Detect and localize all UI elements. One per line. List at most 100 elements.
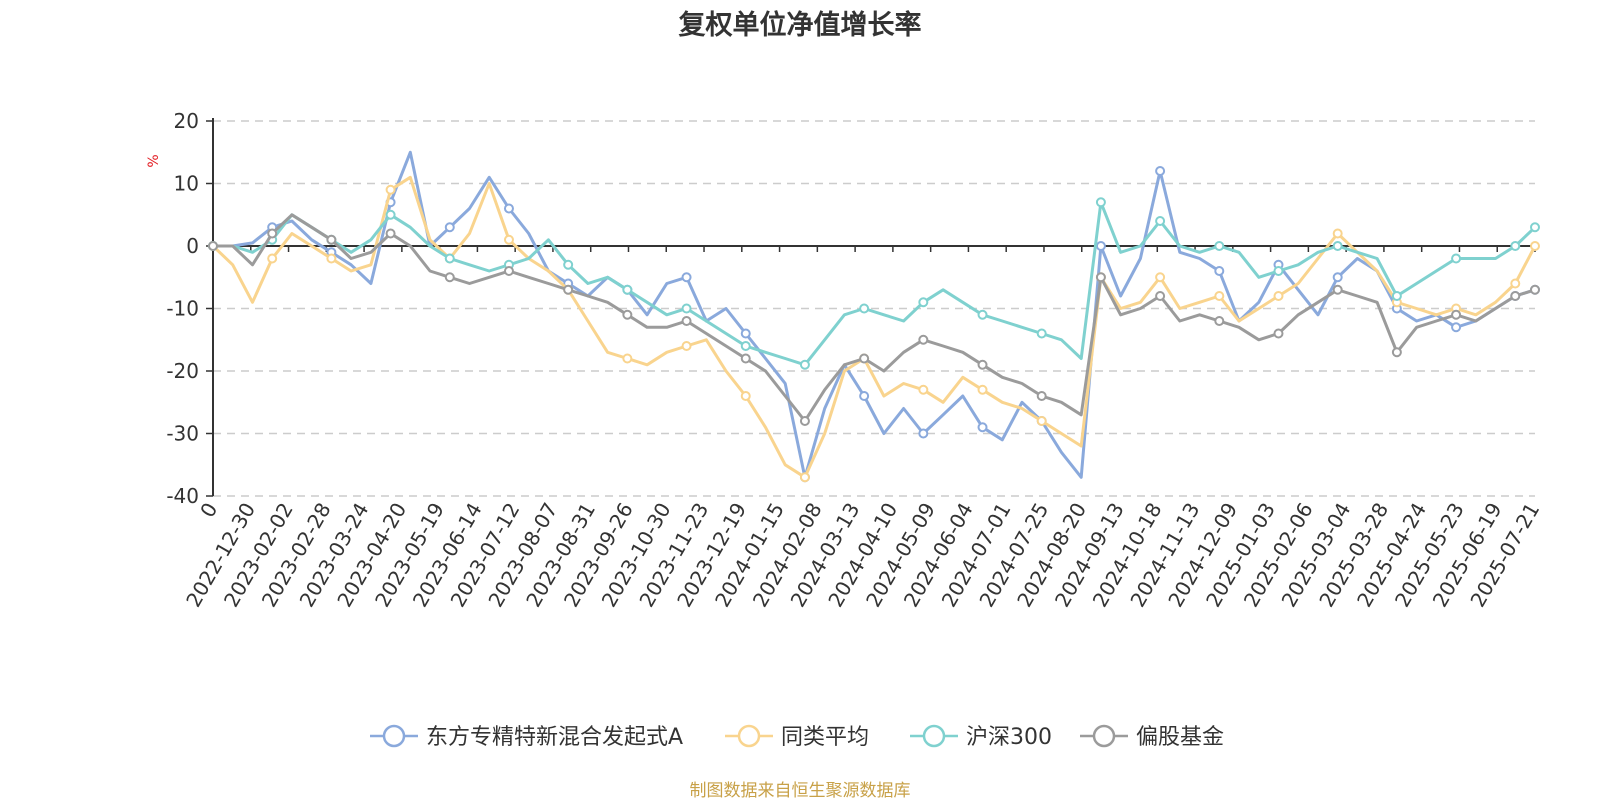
data-point (1095, 241, 1106, 251)
data-point (1155, 166, 1166, 176)
data-point (1214, 291, 1225, 301)
y-tick-label: -10 (166, 297, 199, 321)
legend-label: 沪深300 (966, 725, 1052, 750)
data-point (681, 303, 692, 314)
data-point (1391, 347, 1402, 358)
data-point (1155, 291, 1166, 301)
data-point (799, 359, 810, 370)
data-point (681, 341, 692, 351)
data-point (859, 303, 870, 314)
data-point (503, 234, 514, 245)
y-tick-label: 20 (174, 109, 199, 133)
data-point (1451, 322, 1462, 333)
data-point (1095, 272, 1106, 283)
data-point (859, 391, 870, 401)
data-point (1036, 391, 1047, 401)
data-point (977, 309, 988, 320)
data-point (740, 391, 751, 401)
y-tick-label: -30 (166, 422, 199, 446)
data-point (1510, 241, 1521, 251)
data-point (385, 184, 396, 195)
data-point (1332, 241, 1343, 251)
data-point (1214, 266, 1225, 276)
y-axis-unit: % (146, 154, 162, 167)
legend-label: 东方专精特新混合发起式A (426, 725, 683, 750)
legend-label: 同类平均 (781, 725, 869, 750)
data-point (1214, 316, 1225, 326)
data-point (1530, 241, 1540, 251)
legend-item[interactable]: 偏股基金 (1080, 724, 1224, 750)
chart-title: 复权单位净值增长率 (679, 9, 922, 41)
legend[interactable]: 东方专精特新混合发起式A 同类平均 沪深300 偏股基金 (370, 724, 1224, 750)
y-tick-label: -40 (166, 484, 199, 508)
data-point (1273, 328, 1284, 339)
data-point (444, 253, 455, 264)
x-tick-label: 0 (195, 499, 222, 522)
data-point (208, 241, 218, 251)
data-point (563, 259, 574, 270)
data-point (1155, 272, 1166, 283)
series-3 (208, 213, 1540, 426)
data-point (1036, 328, 1047, 339)
data-point (1451, 309, 1462, 320)
data-point (622, 284, 633, 295)
y-tick-label: -20 (166, 359, 199, 383)
data-point (563, 284, 574, 295)
data-point (444, 272, 455, 283)
y-tick-label: 0 (186, 234, 199, 258)
legend-item[interactable]: 沪深300 (910, 724, 1052, 750)
series-line (213, 200, 1537, 367)
legend-marker-icon (737, 724, 761, 748)
data-point (1273, 291, 1284, 301)
data-point (918, 384, 929, 395)
data-point (1332, 284, 1343, 295)
data-point (740, 341, 751, 351)
data-point (622, 309, 633, 320)
data-point (1530, 222, 1540, 233)
data-point (444, 222, 455, 233)
data-point (385, 209, 396, 220)
x-axis-ticks: 02022-12-302023-02-022023-02-282023-03-2… (181, 246, 1544, 611)
data-point (1530, 284, 1540, 295)
data-point (503, 203, 514, 214)
series-line (213, 150, 1536, 479)
series-1 (208, 175, 1540, 483)
data-point (385, 228, 396, 239)
data-point (1332, 228, 1343, 239)
source-note: 制图数据来自恒生聚源数据库 (690, 781, 911, 800)
series-2 (208, 197, 1540, 370)
data-point (799, 416, 810, 426)
legend-label: 偏股基金 (1136, 725, 1224, 750)
data-point (681, 272, 692, 283)
data-point (918, 428, 929, 439)
data-point (267, 253, 278, 264)
series-line (211, 175, 1537, 479)
series-lines (208, 150, 1540, 483)
data-point (1510, 291, 1521, 301)
series-line (213, 213, 1536, 423)
data-point (1095, 197, 1106, 208)
data-point (622, 353, 633, 364)
data-point (918, 334, 929, 345)
legend-item[interactable]: 同类平均 (725, 724, 869, 750)
data-point (859, 353, 870, 364)
data-point (918, 297, 929, 308)
data-point (977, 359, 988, 370)
data-point (1273, 266, 1284, 276)
data-point (326, 253, 337, 264)
data-point (740, 328, 751, 339)
data-point (1510, 278, 1521, 289)
data-point (799, 472, 810, 483)
data-point (977, 384, 988, 395)
data-point (1332, 272, 1343, 283)
data-point (326, 234, 337, 245)
data-point (1214, 241, 1225, 251)
legend-marker-icon (382, 724, 406, 748)
axes (212, 118, 1535, 496)
data-point (1155, 216, 1166, 226)
data-point (977, 422, 988, 433)
legend-item[interactable]: 东方专精特新混合发起式A (370, 724, 683, 750)
legend-marker-icon (1092, 724, 1116, 748)
data-point (1391, 291, 1402, 301)
